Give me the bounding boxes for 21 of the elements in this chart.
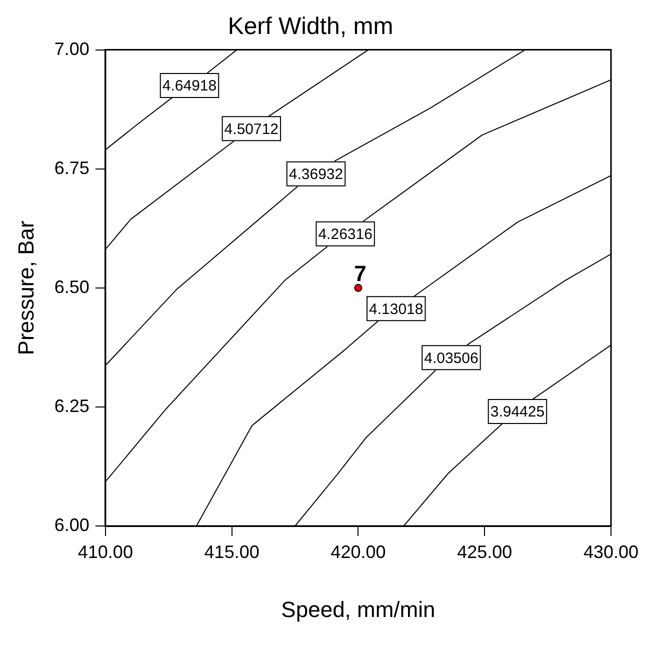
series-label: 4.64918 bbox=[162, 78, 217, 95]
series-label: 4.26316 bbox=[318, 226, 372, 243]
x-tick-label: 420.00 bbox=[330, 542, 386, 562]
y-tick-label: 6.50 bbox=[54, 276, 90, 297]
series-label: 4.50712 bbox=[224, 120, 279, 138]
chart-title: Kerf Width, mm bbox=[228, 13, 394, 40]
series-label: 4.36932 bbox=[288, 166, 344, 183]
y-tick-label: 7.00 bbox=[54, 38, 90, 59]
series-label: 4.03506 bbox=[424, 350, 478, 367]
x-tick-label: 415.00 bbox=[204, 542, 260, 562]
y-axis-title: Pressure, Bar bbox=[13, 220, 38, 356]
x-tick-label: 430.00 bbox=[583, 542, 639, 562]
series-label: 4.13018 bbox=[369, 300, 424, 318]
x-tick-label: 410.00 bbox=[78, 542, 133, 562]
data-label: 7 bbox=[354, 260, 366, 286]
y-tick-label: 6.25 bbox=[54, 396, 90, 416]
y-tick-label: 6.75 bbox=[54, 158, 90, 178]
y-tick-label: 6.00 bbox=[54, 514, 90, 535]
x-tick-label: 425.00 bbox=[457, 542, 512, 562]
x-axis-title: Speed, mm/min bbox=[281, 596, 436, 622]
series-label: 3.94425 bbox=[490, 404, 545, 421]
